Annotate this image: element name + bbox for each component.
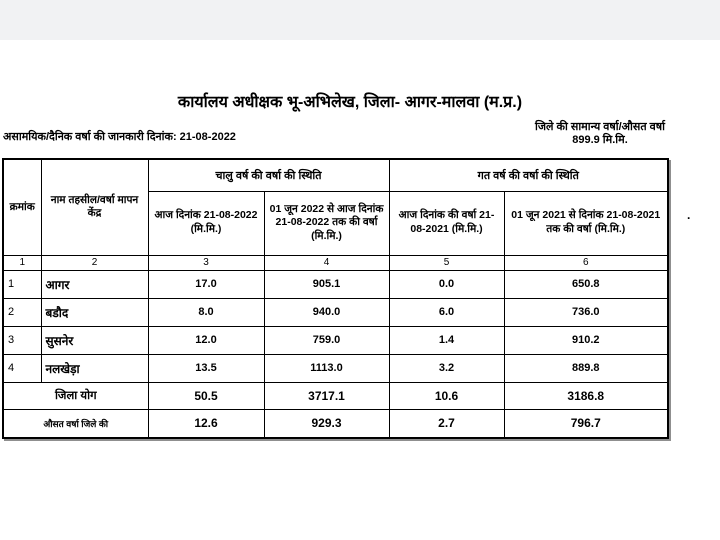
report-date-line: असामयिक/दैनिक वर्षा की जानकारी दिनांक: 2…	[3, 131, 236, 143]
season-2021-total: 3186.8	[503, 381, 669, 410]
district-normal-rainfall-note: जिले की सामान्य वर्षा/औसत वर्षा 899.9 मि…	[500, 121, 700, 147]
season-2022-value: 1113.0	[263, 353, 390, 383]
table-row-susner: 3 सुसनेर 12.0 759.0 1.4 910.2	[2, 325, 669, 355]
today-2022-value: 13.5	[147, 353, 265, 383]
column-number: 4	[263, 254, 390, 271]
season-2021-value: 910.2	[503, 325, 669, 355]
tehsil-name: सुसनेर	[40, 325, 149, 355]
today-2022-value: 8.0	[147, 297, 265, 327]
district-average-row: औसत वर्षा जिले की 12.6 929.3 2.7 796.7	[2, 408, 669, 439]
tehsil-name: बडौद	[40, 297, 149, 327]
header-serial: क्रमांक	[2, 158, 42, 256]
header-station-name: नाम तहसील/वर्षा मापन केंद्र	[40, 158, 149, 256]
district-total-label: जिला योग	[2, 381, 149, 410]
top-background-band	[0, 0, 720, 40]
season-2022-value: 759.0	[263, 325, 390, 355]
column-number: 3	[147, 254, 265, 271]
today-2022-total: 50.5	[147, 381, 265, 410]
season-2021-value: 736.0	[503, 297, 669, 327]
column-number: 6	[503, 254, 669, 271]
rainfall-table: क्रमांक नाम तहसील/वर्षा मापन केंद्र चालु…	[2, 158, 670, 439]
header-season-2022: 01 जून 2022 से आज दिनांक 21-08-2022 तक क…	[263, 190, 390, 256]
season-2022-average: 929.3	[263, 408, 390, 439]
today-2021-total: 10.6	[388, 381, 505, 410]
tehsil-name: आगर	[40, 269, 149, 299]
table-row-nalkheda: 4 नलखेड़ा 13.5 1113.0 3.2 889.8	[2, 353, 669, 383]
page-title: कार्यालय अधीक्षक भू-अभिलेख, जिला- आगर-मा…	[177, 94, 523, 111]
district-total-row: जिला योग 50.5 3717.1 10.6 3186.8	[2, 381, 669, 410]
column-number: 5	[388, 254, 505, 271]
column-number: 2	[40, 254, 149, 271]
stray-period-mark: .	[687, 208, 691, 222]
table-header-group-row: क्रमांक नाम तहसील/वर्षा मापन केंद्र चालु…	[2, 158, 669, 256]
today-2022-average: 12.6	[147, 408, 265, 439]
table-subheader-row: आज दिनांक 21-08-2022 (मि.मि.) 01 जून 202…	[3, 190, 669, 256]
season-2021-value: 650.8	[503, 269, 669, 299]
header-previous-year-group: गत वर्ष की वर्षा की स्थिति	[388, 158, 669, 192]
today-2022-value: 17.0	[147, 269, 265, 299]
season-2021-value: 889.8	[503, 353, 669, 383]
header-today-2021: आज दिनांक की वर्षा 21-08-2021 (मि.मि.)	[388, 190, 505, 256]
column-number: 1	[2, 254, 42, 271]
row-serial: 4	[2, 353, 42, 383]
today-2021-average: 2.7	[388, 408, 505, 439]
today-2021-value: 6.0	[388, 297, 505, 327]
today-2022-value: 12.0	[147, 325, 265, 355]
header-today-2022: आज दिनांक 21-08-2022 (मि.मि.)	[147, 190, 265, 256]
season-2022-total: 3717.1	[263, 381, 390, 410]
season-2022-value: 940.0	[263, 297, 390, 327]
header-current-year-group: चालु वर्ष की वर्षा की स्थिति	[147, 158, 390, 192]
season-2021-average: 796.7	[503, 408, 669, 439]
row-serial: 3	[2, 325, 42, 355]
header-season-2021: 01 जून 2021 से दिनांक 21-08-2021 तक की व…	[503, 190, 669, 256]
tehsil-name: नलखेड़ा	[40, 353, 149, 383]
season-2022-value: 905.1	[263, 269, 390, 299]
today-2021-value: 1.4	[388, 325, 505, 355]
table-row-badod: 2 बडौद 8.0 940.0 6.0 736.0	[2, 297, 669, 327]
column-number-row: 1 2 3 4 5 6	[2, 254, 669, 271]
row-serial: 2	[2, 297, 42, 327]
today-2021-value: 0.0	[388, 269, 505, 299]
normal-rainfall-label: जिले की सामान्य वर्षा/औसत वर्षा	[535, 121, 665, 133]
district-average-label: औसत वर्षा जिले की	[2, 408, 149, 439]
table-row-agar: 1 आगर 17.0 905.1 0.0 650.8	[2, 269, 669, 299]
today-2021-value: 3.2	[388, 353, 505, 383]
row-serial: 1	[2, 269, 42, 299]
normal-rainfall-value: 899.9 मि.मि.	[572, 133, 628, 146]
